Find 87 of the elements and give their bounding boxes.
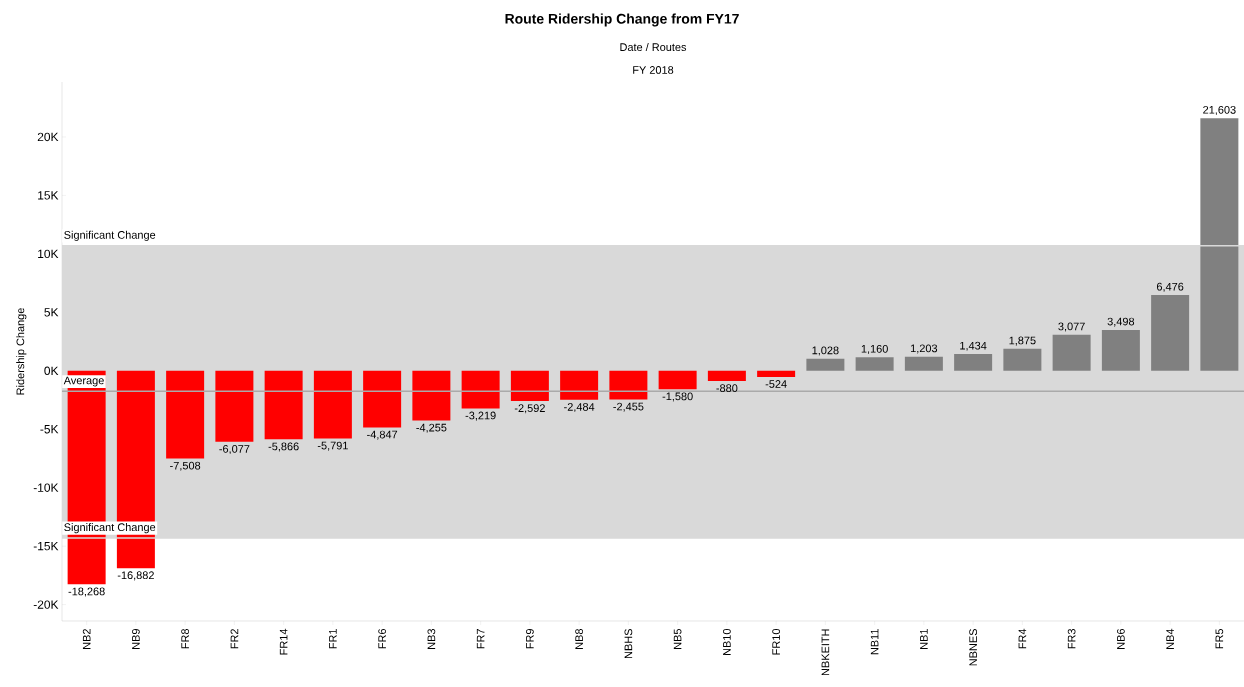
- y-tick-label: 0K: [44, 366, 59, 375]
- data-label: -4,847: [367, 430, 398, 440]
- data-label: -880: [716, 384, 738, 393]
- bar: [363, 370, 402, 428]
- bar: [313, 370, 352, 439]
- data-label: -524: [765, 380, 787, 388]
- bar: [904, 356, 943, 371]
- data-label: -4,255: [416, 423, 447, 433]
- chart-subtitle: Date / Routes: [620, 42, 687, 52]
- x-tick-label: FR6: [378, 628, 387, 649]
- x-tick-label: NB2: [82, 629, 91, 649]
- data-label: 1,434: [960, 341, 987, 351]
- bar: [609, 370, 648, 400]
- data-label: 3,077: [1058, 322, 1085, 332]
- y-tick-label: -15K: [33, 541, 59, 551]
- data-label: -2,484: [564, 403, 595, 413]
- data-label: 1,028: [812, 346, 839, 356]
- bar: [806, 358, 845, 371]
- bar: [461, 370, 500, 409]
- bar: [707, 370, 746, 382]
- bar: [1200, 118, 1239, 371]
- x-tick-label: NB4: [1166, 628, 1174, 649]
- bar: [116, 370, 155, 569]
- y-tick-label: -20K: [33, 600, 59, 609]
- x-tick-label: FR7: [476, 629, 485, 649]
- bar: [166, 370, 205, 459]
- x-tick-label: FR8: [181, 628, 190, 649]
- text: FY 2018: [633, 66, 674, 74]
- x-tick-label: NB1: [920, 629, 928, 649]
- y-tick-label: 15K: [38, 191, 59, 200]
- bar: [658, 370, 697, 390]
- x-tick-label: NBNES: [969, 629, 978, 666]
- data-label: -1,580: [662, 392, 693, 402]
- x-tick-label: NB9: [132, 629, 140, 649]
- y-tick-label: 20K: [37, 132, 59, 142]
- y-tick-label: 5K: [44, 308, 59, 317]
- bar: [954, 354, 993, 371]
- x-tick-label: FR5: [1215, 628, 1224, 649]
- x-tick-label: NB11: [870, 629, 879, 655]
- data-label: -18,268: [68, 587, 105, 597]
- chart-title: Route Ridership Change from FY17: [505, 13, 739, 27]
- data-label: 1,875: [1009, 336, 1036, 346]
- x-tick-label: FR3: [1067, 628, 1076, 649]
- x-tick-label: NBKEITH: [821, 629, 830, 676]
- data-label: -5,866: [268, 442, 299, 452]
- x-tick-label: NB6: [1117, 628, 1125, 649]
- ref-line-label: Significant Change: [64, 523, 156, 534]
- bar: [1151, 295, 1190, 371]
- x-tick-label: NB8: [575, 628, 584, 649]
- data-label: 21,603: [1203, 105, 1236, 115]
- y-tick-label: -10K: [33, 483, 59, 492]
- x-tick-label: FR9: [526, 629, 534, 649]
- x-tick-label: NB5: [673, 628, 682, 649]
- bar: [510, 370, 549, 402]
- data-label: -2,455: [613, 402, 644, 412]
- x-tick-label: FR10: [772, 628, 781, 655]
- x-tick-label: NB3: [427, 628, 436, 649]
- bar: [1101, 329, 1140, 371]
- data-label: -6,077: [219, 445, 250, 455]
- ref-line-label: Significant Change: [64, 230, 156, 241]
- x-tick-label: FR4: [1018, 628, 1027, 649]
- x-tick-label: NBHS: [624, 629, 633, 659]
- bar: [560, 370, 599, 400]
- bar: [1003, 348, 1042, 371]
- bar: [855, 357, 894, 371]
- y-tick-label: 10K: [38, 249, 59, 259]
- x-tick-label: NB10: [723, 628, 731, 656]
- data-label: -7,508: [170, 461, 201, 471]
- data-label: 3,498: [1107, 317, 1135, 327]
- data-label: 6,476: [1156, 282, 1184, 292]
- y-axis-title: Ridership Change: [16, 308, 27, 395]
- data-label: -2,592: [514, 404, 545, 414]
- data-label: -3,219: [465, 411, 496, 421]
- x-tick-label: FR1: [329, 629, 337, 649]
- data-label: 1,160: [861, 344, 888, 355]
- x-tick-label: FR2: [230, 629, 239, 649]
- bar: [1052, 334, 1091, 371]
- bar: [264, 370, 303, 440]
- bar: [757, 370, 796, 377]
- bar: [215, 370, 254, 442]
- data-label: -5,791: [317, 441, 348, 451]
- data-label: 1,203: [910, 344, 938, 354]
- y-tick-label: -5K: [40, 425, 59, 434]
- bar: [412, 370, 451, 421]
- data-label: -16,882: [117, 571, 154, 581]
- x-tick-label: FR14: [279, 628, 288, 655]
- ref-line-label: Average: [63, 376, 104, 387]
